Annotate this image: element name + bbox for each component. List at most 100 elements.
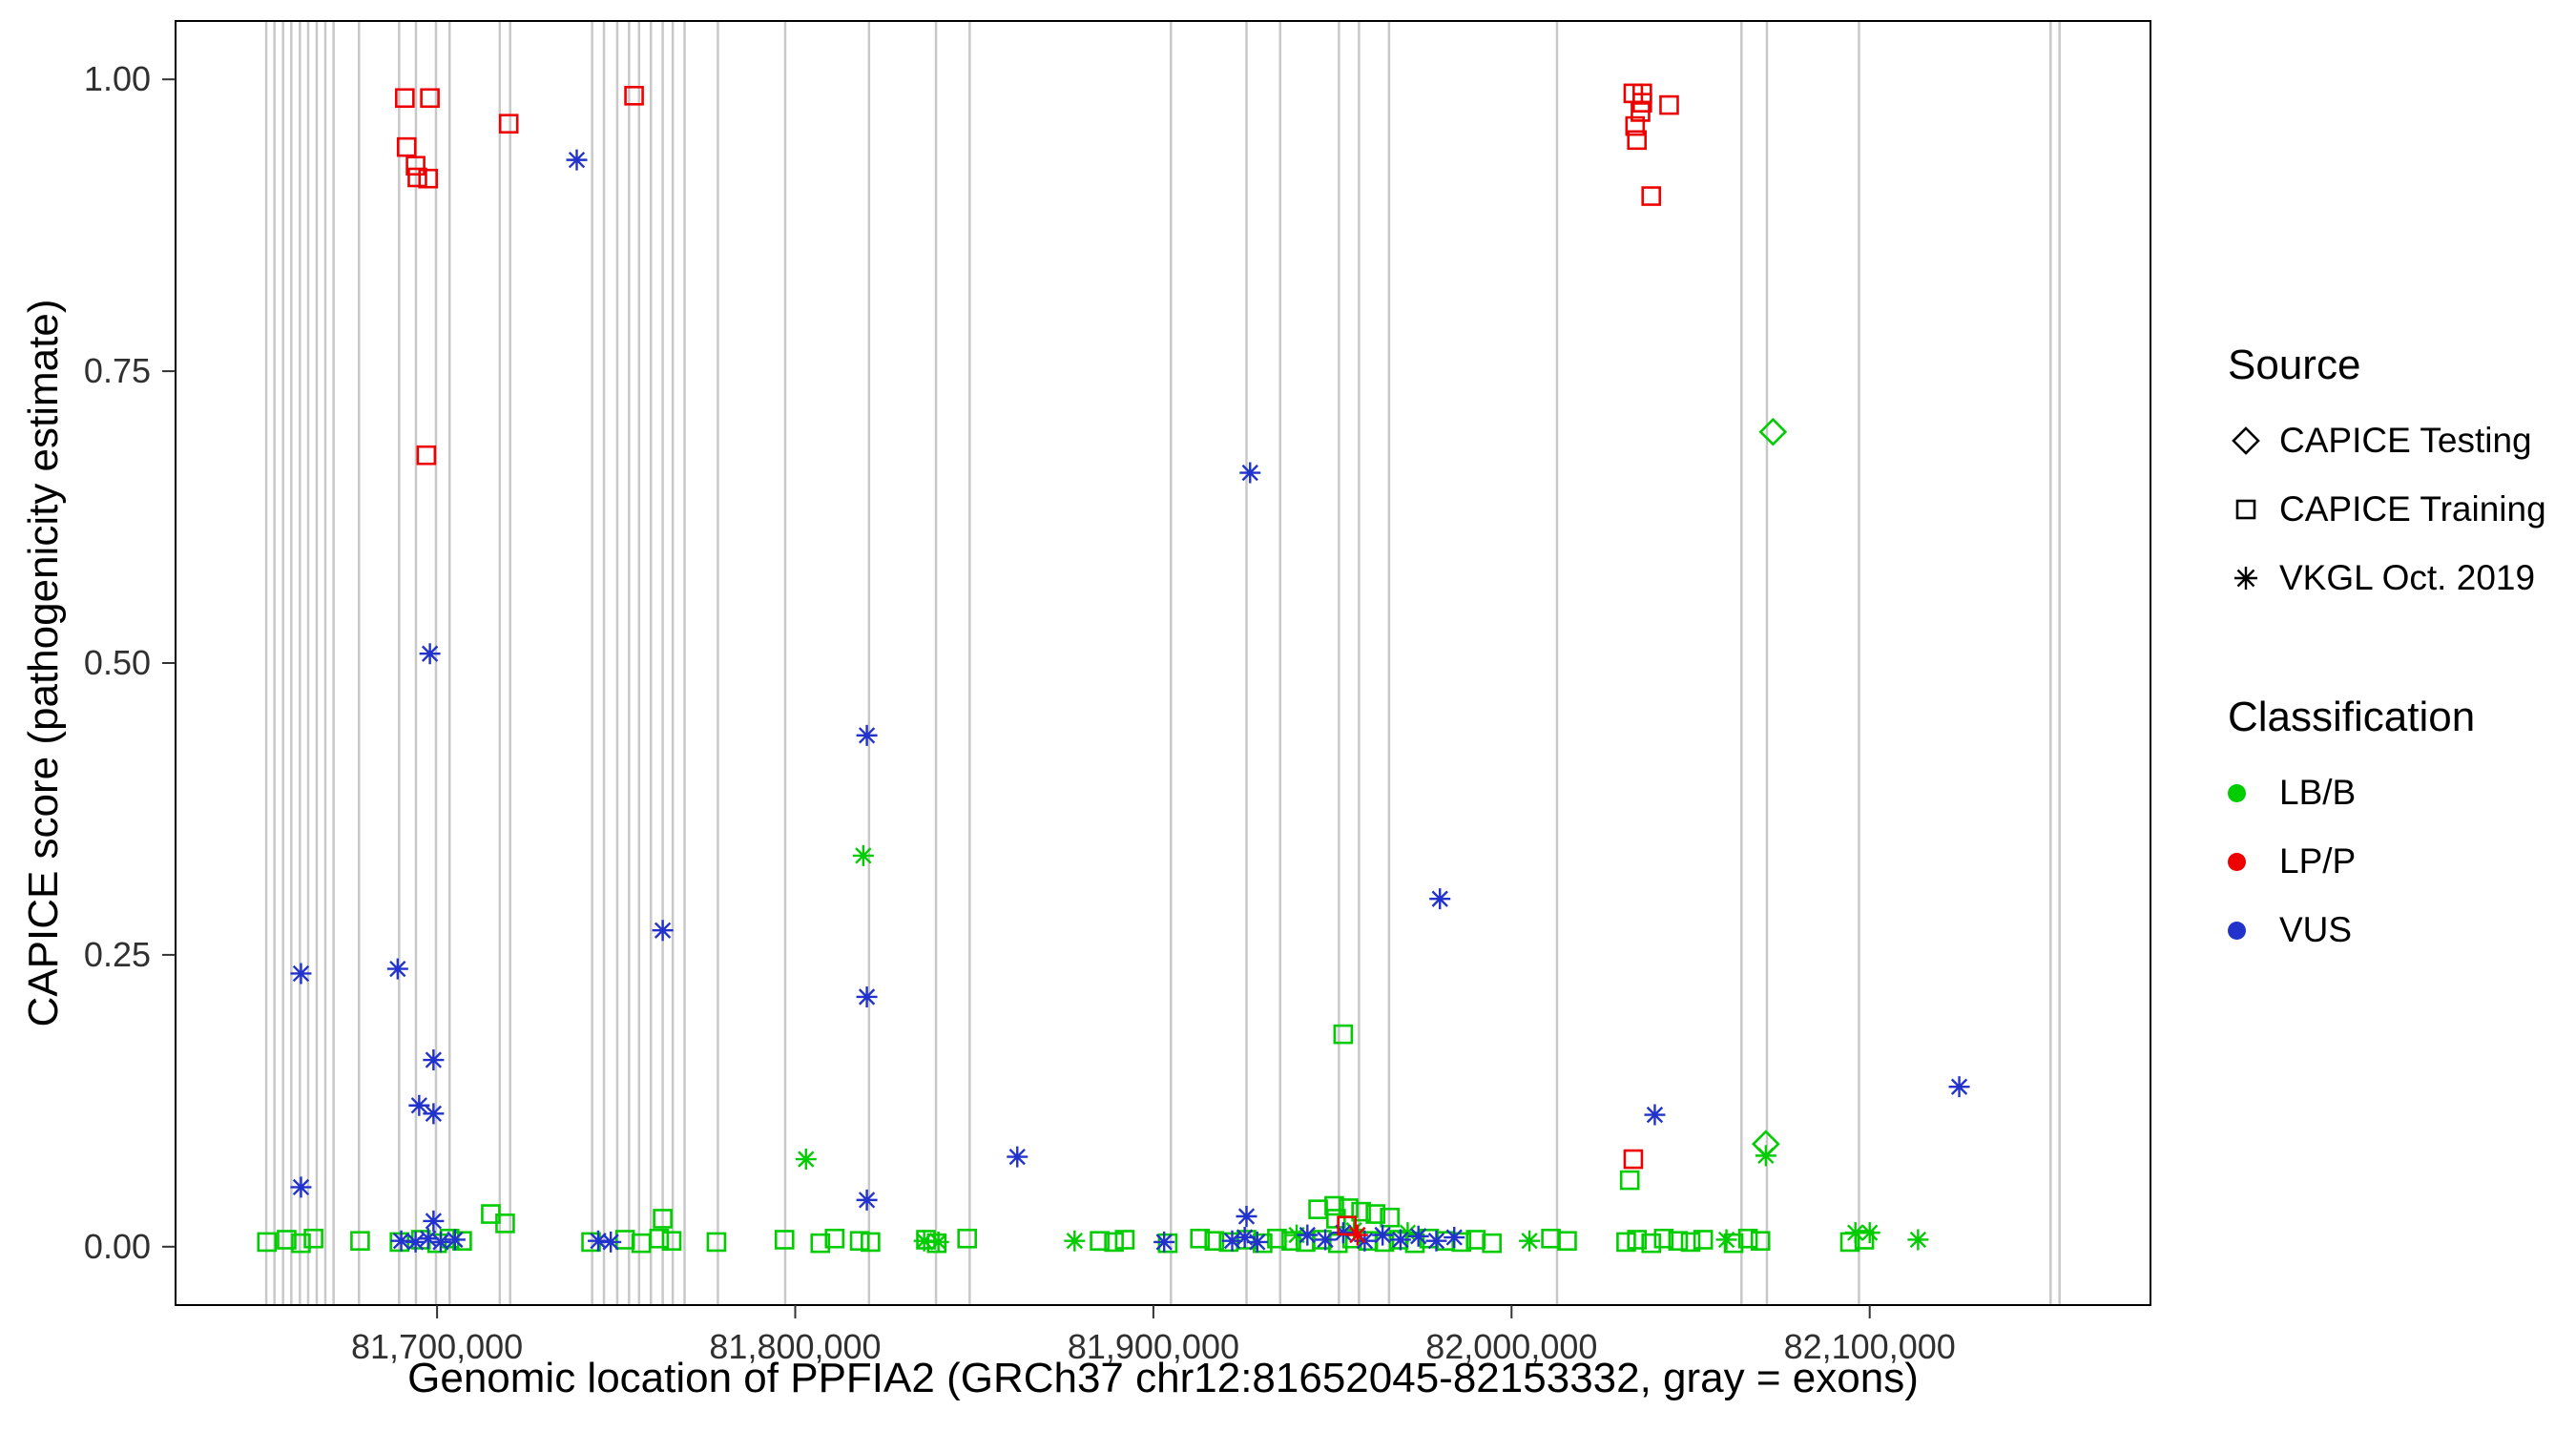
legend-source-title: Source bbox=[2228, 342, 2361, 388]
legend-item-vus: VUS bbox=[2228, 896, 2546, 964]
legend-classification-block: Classification LB/B LP/P VUS bbox=[2228, 694, 2546, 964]
red-dot-icon bbox=[2228, 852, 2279, 871]
data-point bbox=[291, 1233, 311, 1254]
data-point bbox=[856, 724, 878, 746]
data-point bbox=[1324, 1195, 1344, 1216]
data-point bbox=[1308, 1199, 1328, 1219]
legend-classification-title: Classification bbox=[2228, 694, 2476, 740]
data-point bbox=[1623, 1149, 1644, 1170]
data-point bbox=[856, 1189, 878, 1211]
data-point bbox=[1236, 1206, 1257, 1227]
data-point bbox=[1859, 1222, 1880, 1244]
legend-item-label: CAPICE Training bbox=[2279, 489, 2546, 529]
data-point bbox=[1451, 1232, 1472, 1253]
data-point bbox=[395, 88, 415, 109]
legend-item-lpp: LP/P bbox=[2228, 827, 2546, 896]
data-point bbox=[653, 1209, 673, 1229]
data-point bbox=[396, 136, 417, 157]
data-point bbox=[1104, 1232, 1124, 1253]
data-point bbox=[1407, 1225, 1429, 1247]
data-point bbox=[1641, 186, 1662, 206]
data-point bbox=[1380, 1207, 1400, 1228]
data-point bbox=[1333, 1024, 1354, 1045]
data-point bbox=[849, 1231, 870, 1251]
data-point bbox=[1668, 1231, 1689, 1251]
data-point bbox=[1482, 1233, 1502, 1254]
data-point bbox=[1332, 1222, 1354, 1244]
x-tick-label: 81,900,000 bbox=[1068, 1327, 1239, 1366]
data-point bbox=[852, 844, 874, 866]
data-point bbox=[1064, 1230, 1086, 1252]
data-point bbox=[1315, 1229, 1337, 1251]
data-point bbox=[652, 920, 674, 942]
data-point bbox=[1337, 1215, 1357, 1236]
data-point bbox=[1627, 1230, 1647, 1250]
data-point bbox=[423, 1210, 445, 1232]
data-point bbox=[706, 1232, 727, 1253]
y-tick-label: 0.50 bbox=[84, 643, 151, 682]
data-point bbox=[1844, 1222, 1866, 1244]
data-point bbox=[1644, 1104, 1666, 1126]
data-point bbox=[408, 1094, 430, 1116]
data-point bbox=[1693, 1230, 1714, 1250]
data-point bbox=[624, 86, 644, 106]
x-axis-title: Genomic location of PPFIA2 (GRCh37 chr12… bbox=[407, 1355, 1919, 1401]
x-tick-label: 82,000,000 bbox=[1425, 1327, 1597, 1366]
data-point bbox=[795, 1149, 817, 1171]
data-point bbox=[861, 1232, 881, 1253]
data-point bbox=[1297, 1224, 1319, 1246]
panel-border bbox=[175, 20, 2151, 1306]
data-point bbox=[1389, 1229, 1411, 1251]
data-point bbox=[1758, 417, 1788, 446]
green-dot-icon bbox=[2228, 783, 2279, 802]
data-point bbox=[1234, 1227, 1256, 1249]
legend-source-block: Source CAPICE Testing CAPICE Training VK… bbox=[2228, 342, 2546, 612]
data-point bbox=[1351, 1201, 1371, 1222]
data-point bbox=[1680, 1232, 1701, 1253]
data-point bbox=[1365, 1204, 1385, 1224]
data-point bbox=[1641, 1233, 1662, 1254]
data-point bbox=[1286, 1224, 1308, 1246]
data-point bbox=[350, 1231, 370, 1251]
data-point bbox=[419, 643, 441, 665]
legend-item-label: VUS bbox=[2279, 910, 2353, 949]
data-point bbox=[405, 156, 426, 176]
data-point bbox=[1715, 1229, 1737, 1251]
data-point bbox=[631, 1233, 652, 1254]
data-point bbox=[257, 1232, 278, 1253]
legend-panel: Source CAPICE Testing CAPICE Training VK… bbox=[2228, 342, 2546, 964]
data-point bbox=[1557, 1231, 1577, 1251]
x-tick-label: 81,800,000 bbox=[709, 1327, 881, 1366]
legend-item-label: CAPICE Testing bbox=[2279, 421, 2532, 460]
data-point bbox=[913, 1230, 935, 1252]
data-point bbox=[1281, 1231, 1301, 1251]
data-point bbox=[774, 1230, 795, 1250]
data-point bbox=[1631, 102, 1651, 122]
data-point bbox=[1190, 1228, 1211, 1249]
data-point bbox=[1625, 115, 1646, 136]
data-point bbox=[498, 114, 519, 134]
y-tick-label: 1.00 bbox=[84, 59, 151, 98]
data-point bbox=[1246, 1231, 1268, 1253]
data-point bbox=[927, 1231, 949, 1253]
data-point bbox=[1346, 1224, 1368, 1246]
data-point bbox=[824, 1228, 845, 1249]
data-point bbox=[1659, 94, 1679, 115]
data-point bbox=[1619, 1170, 1640, 1191]
y-tick-label: 0.00 bbox=[84, 1227, 151, 1266]
data-point bbox=[423, 1103, 445, 1125]
legend-item-label: LP/P bbox=[2279, 841, 2357, 881]
data-point bbox=[1444, 1227, 1465, 1249]
data-point bbox=[614, 1230, 635, 1250]
data-point bbox=[1723, 1233, 1744, 1254]
data-point bbox=[405, 1231, 426, 1253]
data-point bbox=[1090, 1231, 1110, 1251]
data-point bbox=[588, 1230, 610, 1252]
data-point bbox=[423, 1049, 445, 1071]
data-point bbox=[1007, 1146, 1028, 1168]
y-tick-label: 0.25 bbox=[84, 935, 151, 974]
data-point bbox=[1752, 1130, 1780, 1158]
data-point bbox=[1114, 1230, 1135, 1250]
legend-item-capice-training: CAPICE Training bbox=[2228, 475, 2546, 544]
